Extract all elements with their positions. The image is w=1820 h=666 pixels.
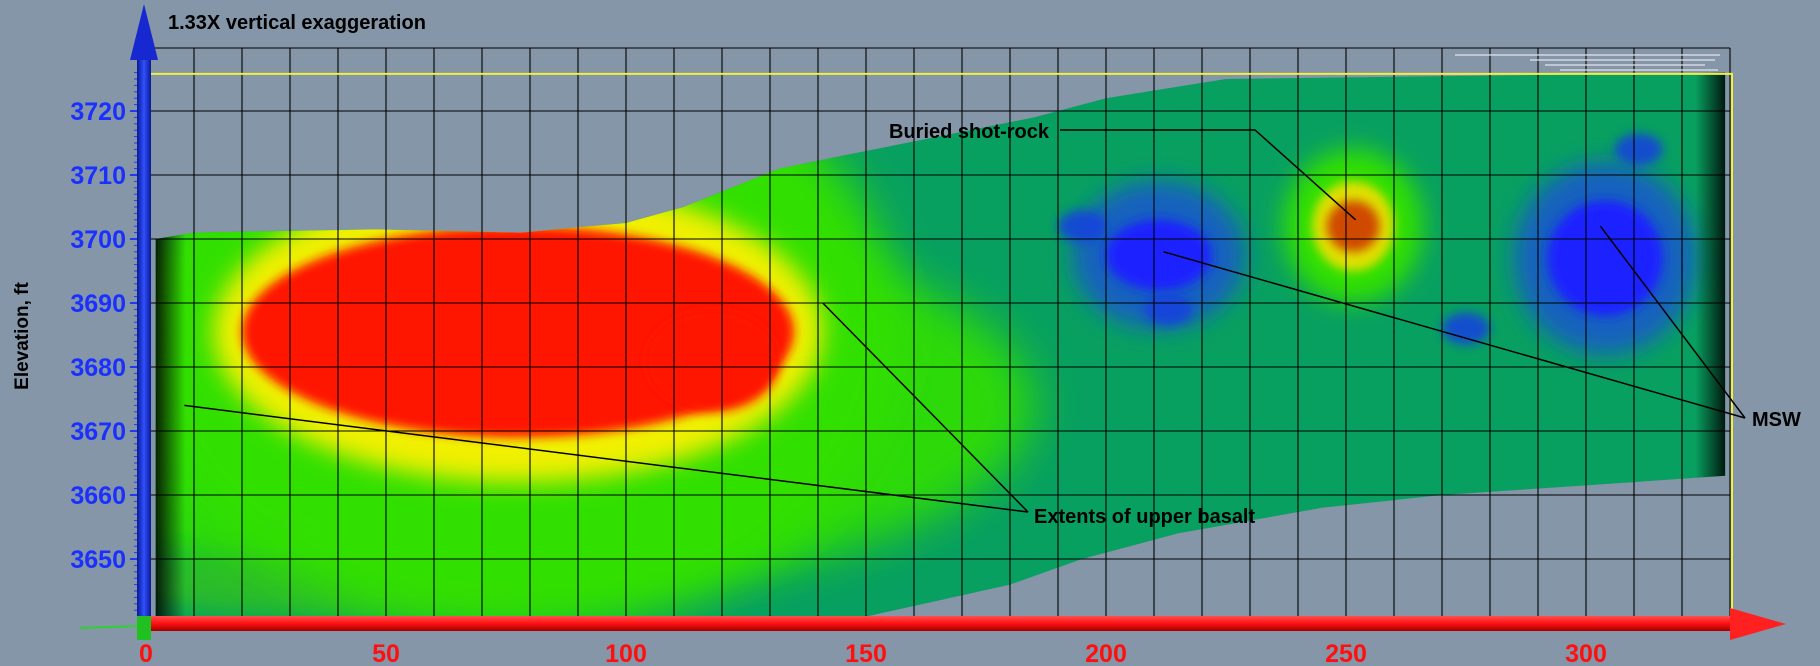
origin-marker [137, 616, 151, 640]
blue-spot-0 [1144, 293, 1193, 326]
x-tick-label-300: 300 [1565, 640, 1607, 666]
blue-spot-3 [1442, 312, 1490, 345]
annotation-label-0: Buried shot-rock [889, 121, 1050, 143]
x-tick-label-150: 150 [845, 640, 887, 666]
grid-lines [145, 47, 1731, 617]
y-axis-arrow [130, 4, 158, 60]
y-tick-label-3720: 3720 [70, 98, 126, 126]
chart-title: 1.33X vertical exaggeration [168, 12, 426, 34]
y-tick-label-3650: 3650 [70, 546, 126, 574]
anomaly-msw-low-1-1 [1106, 219, 1212, 291]
y-tick-label-3700: 3700 [70, 226, 126, 254]
boundary-line [146, 72, 1733, 619]
model-boundary [146, 54, 1733, 619]
x-axis-arrow [1730, 608, 1786, 640]
y-axis-bar [137, 40, 151, 630]
right-shade [1695, 72, 1726, 617]
y-tick-label-3680: 3680 [70, 354, 126, 382]
annotation-leader-2-0 [1163, 251, 1746, 419]
y-tick-label-3670: 3670 [70, 418, 126, 446]
annotation-label-2: MSW [1752, 409, 1801, 431]
origin-stub [79, 625, 138, 629]
x-tick-label-250: 250 [1325, 640, 1367, 666]
left-shade [155, 72, 186, 617]
y-tick-label-3660: 3660 [70, 482, 126, 510]
anomaly-lobe [645, 309, 780, 412]
x-tick-label-200: 200 [1085, 640, 1127, 666]
annotation-leader-1-0 [184, 404, 1029, 513]
anomaly-shot-rock-high-2 [1326, 200, 1380, 252]
y-axis-label: Elevation, ft [12, 281, 33, 389]
x-tick-label-50: 50 [372, 640, 400, 666]
annotation-leader-0-0 [1060, 129, 1357, 221]
annotations: Buried shot-rock Extents of upper basalt M… [184, 121, 1801, 528]
y-tick-label-3710: 3710 [70, 162, 126, 190]
x-tick-label-0: 0 [139, 640, 153, 666]
y-tick-label-3690: 3690 [70, 290, 126, 318]
axes: 0 50 100 150 200 250 300 3650 3660 3670 3680 3690 37… [70, 4, 1786, 666]
blue-spot-1 [1058, 210, 1106, 243]
x-tick-label-100: 100 [605, 640, 647, 666]
annotation-label-1: Extents of upper basalt [1034, 506, 1255, 528]
annotation-leader-1-1 [822, 302, 1029, 513]
blue-spot-2 [1614, 133, 1663, 166]
anomaly-msw-low-2-1 [1547, 200, 1663, 316]
x-axis-bar [150, 616, 1735, 631]
annotation-leader-2-1 [1599, 225, 1746, 419]
